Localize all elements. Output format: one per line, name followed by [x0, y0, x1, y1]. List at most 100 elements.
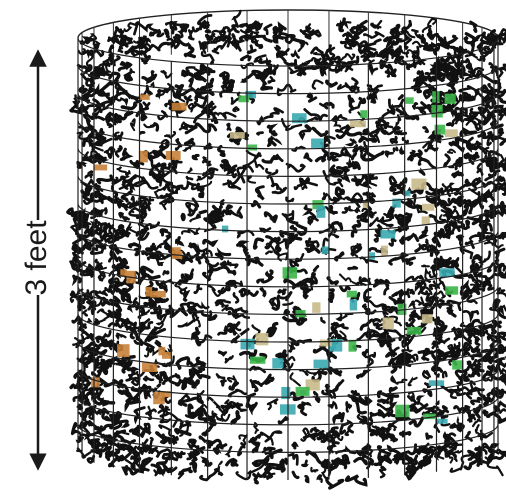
leaf [266, 251, 272, 254]
leaf [411, 302, 415, 308]
leaf [394, 300, 400, 304]
debris [445, 94, 456, 104]
leaf [267, 324, 277, 336]
leaf [423, 228, 427, 233]
leaf [274, 25, 285, 30]
leaf [313, 80, 323, 88]
leaf [306, 476, 308, 481]
leaf [118, 456, 123, 460]
leaf [391, 186, 395, 190]
leaf [327, 478, 343, 488]
leaf [234, 293, 238, 302]
leaf [226, 356, 233, 362]
debris [142, 363, 157, 372]
leaf [100, 288, 109, 295]
leaf [379, 400, 388, 402]
leaf [326, 178, 342, 186]
leaf [187, 177, 192, 180]
leaf [464, 138, 473, 143]
leaf [152, 71, 156, 78]
leaf [265, 25, 272, 34]
leaf [78, 270, 93, 273]
debris [140, 94, 150, 100]
leaf [274, 155, 282, 160]
leaf [338, 314, 353, 321]
leaf [411, 290, 414, 293]
leaf [369, 65, 377, 73]
leaf [219, 473, 222, 475]
leaf [188, 444, 192, 448]
leaf [190, 452, 196, 457]
leaf [400, 149, 403, 153]
leaf [290, 338, 296, 342]
leaf [241, 56, 250, 60]
leaf [302, 288, 307, 298]
leaf [263, 158, 273, 162]
debris [439, 268, 454, 277]
leaf [157, 179, 163, 185]
leaf [238, 242, 247, 254]
leaf [161, 71, 172, 78]
leaf [318, 475, 322, 481]
leaf [401, 234, 418, 244]
debris [139, 151, 148, 163]
leaf [499, 129, 503, 139]
leaf [202, 52, 213, 63]
leaf [255, 239, 263, 248]
debris [349, 340, 357, 352]
leaf [133, 299, 139, 310]
leaf [382, 467, 385, 470]
leaf [100, 425, 111, 430]
leaf [231, 207, 242, 217]
leaf [284, 240, 290, 248]
debris [347, 291, 357, 298]
leaf [334, 413, 344, 421]
leaf [228, 376, 236, 382]
leaf [116, 146, 121, 156]
leaf [355, 208, 358, 212]
leaf [227, 460, 237, 466]
leaf [193, 464, 195, 471]
leaf [466, 54, 477, 58]
leaf [306, 126, 312, 130]
leaf [458, 420, 461, 424]
leaf [188, 304, 208, 308]
leaf [78, 132, 85, 139]
debris [256, 333, 269, 345]
leaf [88, 319, 91, 322]
leaf [364, 32, 383, 37]
leaf [179, 315, 194, 326]
leaf [471, 22, 477, 32]
debris [350, 299, 357, 310]
leaf [247, 151, 260, 159]
debris [248, 145, 257, 151]
leaf [349, 267, 357, 269]
leaf [419, 349, 432, 353]
debris [445, 129, 458, 137]
leaf [204, 241, 215, 246]
leaf [105, 151, 110, 156]
debris [94, 165, 107, 171]
leaf [345, 44, 356, 48]
leaf [131, 119, 135, 130]
leaf [77, 448, 90, 457]
leaf [420, 171, 424, 174]
leaf [186, 139, 194, 144]
leaf [274, 32, 279, 42]
leaf [364, 129, 368, 133]
leaf [412, 30, 423, 37]
leaf [221, 85, 225, 89]
leaf [97, 73, 119, 92]
leaf [413, 47, 419, 54]
debris [272, 358, 283, 368]
leaf [110, 286, 116, 294]
leaf [464, 311, 478, 318]
leaf [309, 217, 318, 223]
leaf [144, 125, 150, 128]
debris [158, 347, 165, 355]
leaf [115, 27, 120, 36]
leaf [460, 376, 469, 380]
debris [411, 179, 426, 190]
leaf [423, 127, 427, 132]
leaf [349, 139, 356, 145]
